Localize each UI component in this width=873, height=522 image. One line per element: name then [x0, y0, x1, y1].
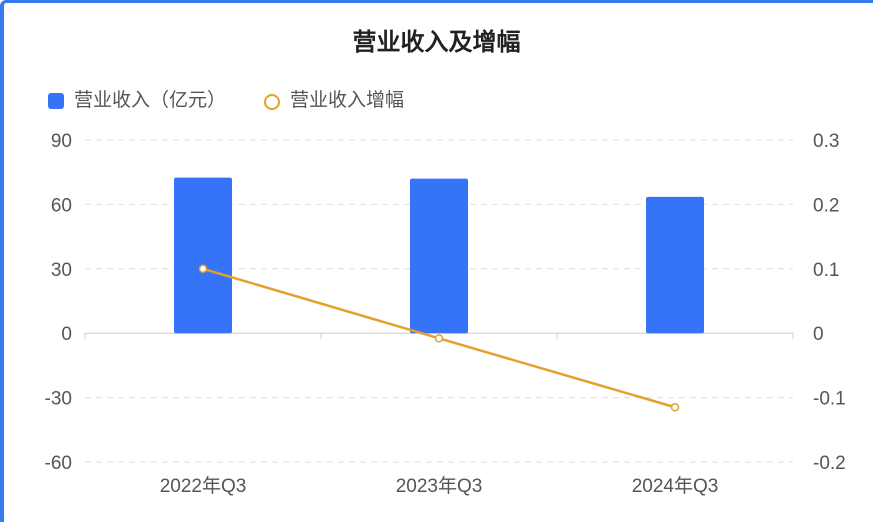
legend-line-swatch: [264, 94, 280, 110]
bar: [410, 178, 468, 334]
y-right-tick-label: 0: [813, 324, 824, 345]
x-tick-label: 2023年Q3: [396, 475, 483, 497]
y-left-tick-label: 90: [51, 131, 72, 152]
bar: [646, 196, 704, 334]
y-right-tick-label: 0.2: [813, 195, 839, 216]
growth-point: [434, 334, 444, 343]
chart-title: 营业收入及增幅: [352, 29, 521, 56]
y-right-tick-label: 0.1: [813, 260, 839, 281]
y-left-tick-label: -60: [45, 453, 72, 474]
bar: [174, 177, 232, 334]
y-left-tick-label: 60: [51, 195, 72, 216]
y-left-tick-label: 30: [51, 260, 72, 281]
y-right-tick-label: 0.3: [813, 131, 839, 152]
legend-label-growth: 营业收入增幅: [290, 90, 405, 111]
y-right-tick-label: -0.2: [813, 453, 846, 474]
x-tick-label: 2024年Q3: [632, 475, 719, 497]
x-tick-label: 2022年Q3: [160, 475, 247, 497]
growth-point: [670, 403, 680, 412]
y-left-tick-label: 0: [61, 324, 72, 345]
legend-label-revenue: 营业收入（亿元）: [74, 90, 227, 111]
growth-point: [198, 264, 208, 274]
y-left-tick-label: -30: [45, 389, 72, 410]
legend-bar-swatch: [48, 93, 64, 109]
y-right-tick-label: -0.1: [813, 389, 846, 410]
